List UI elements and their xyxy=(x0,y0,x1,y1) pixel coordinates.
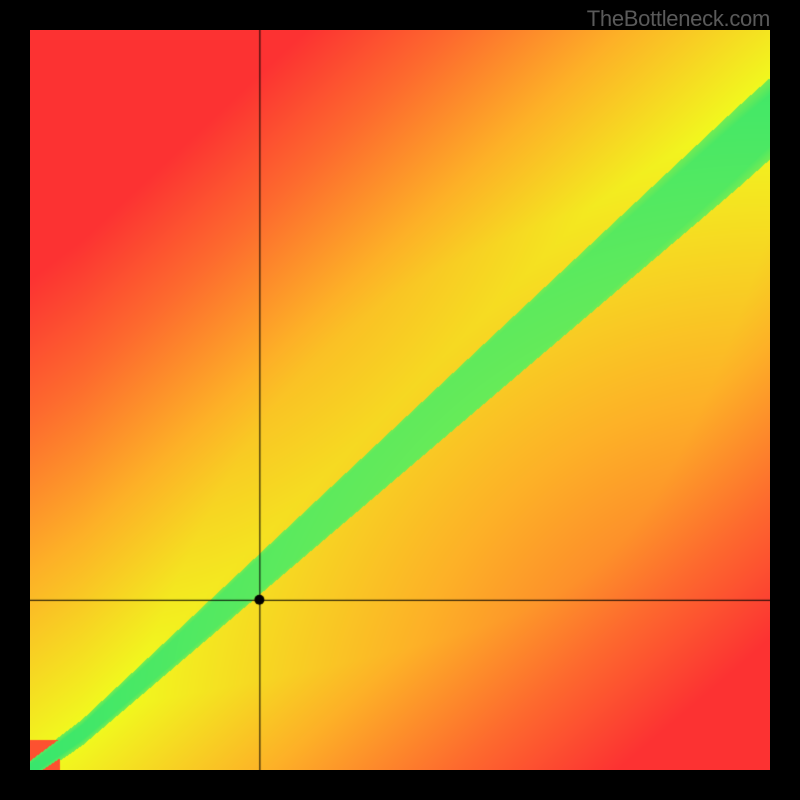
chart-container: TheBottleneck.com xyxy=(0,0,800,800)
watermark-text: TheBottleneck.com xyxy=(587,6,770,32)
plot-area xyxy=(30,30,770,770)
heatmap-canvas xyxy=(30,30,770,770)
